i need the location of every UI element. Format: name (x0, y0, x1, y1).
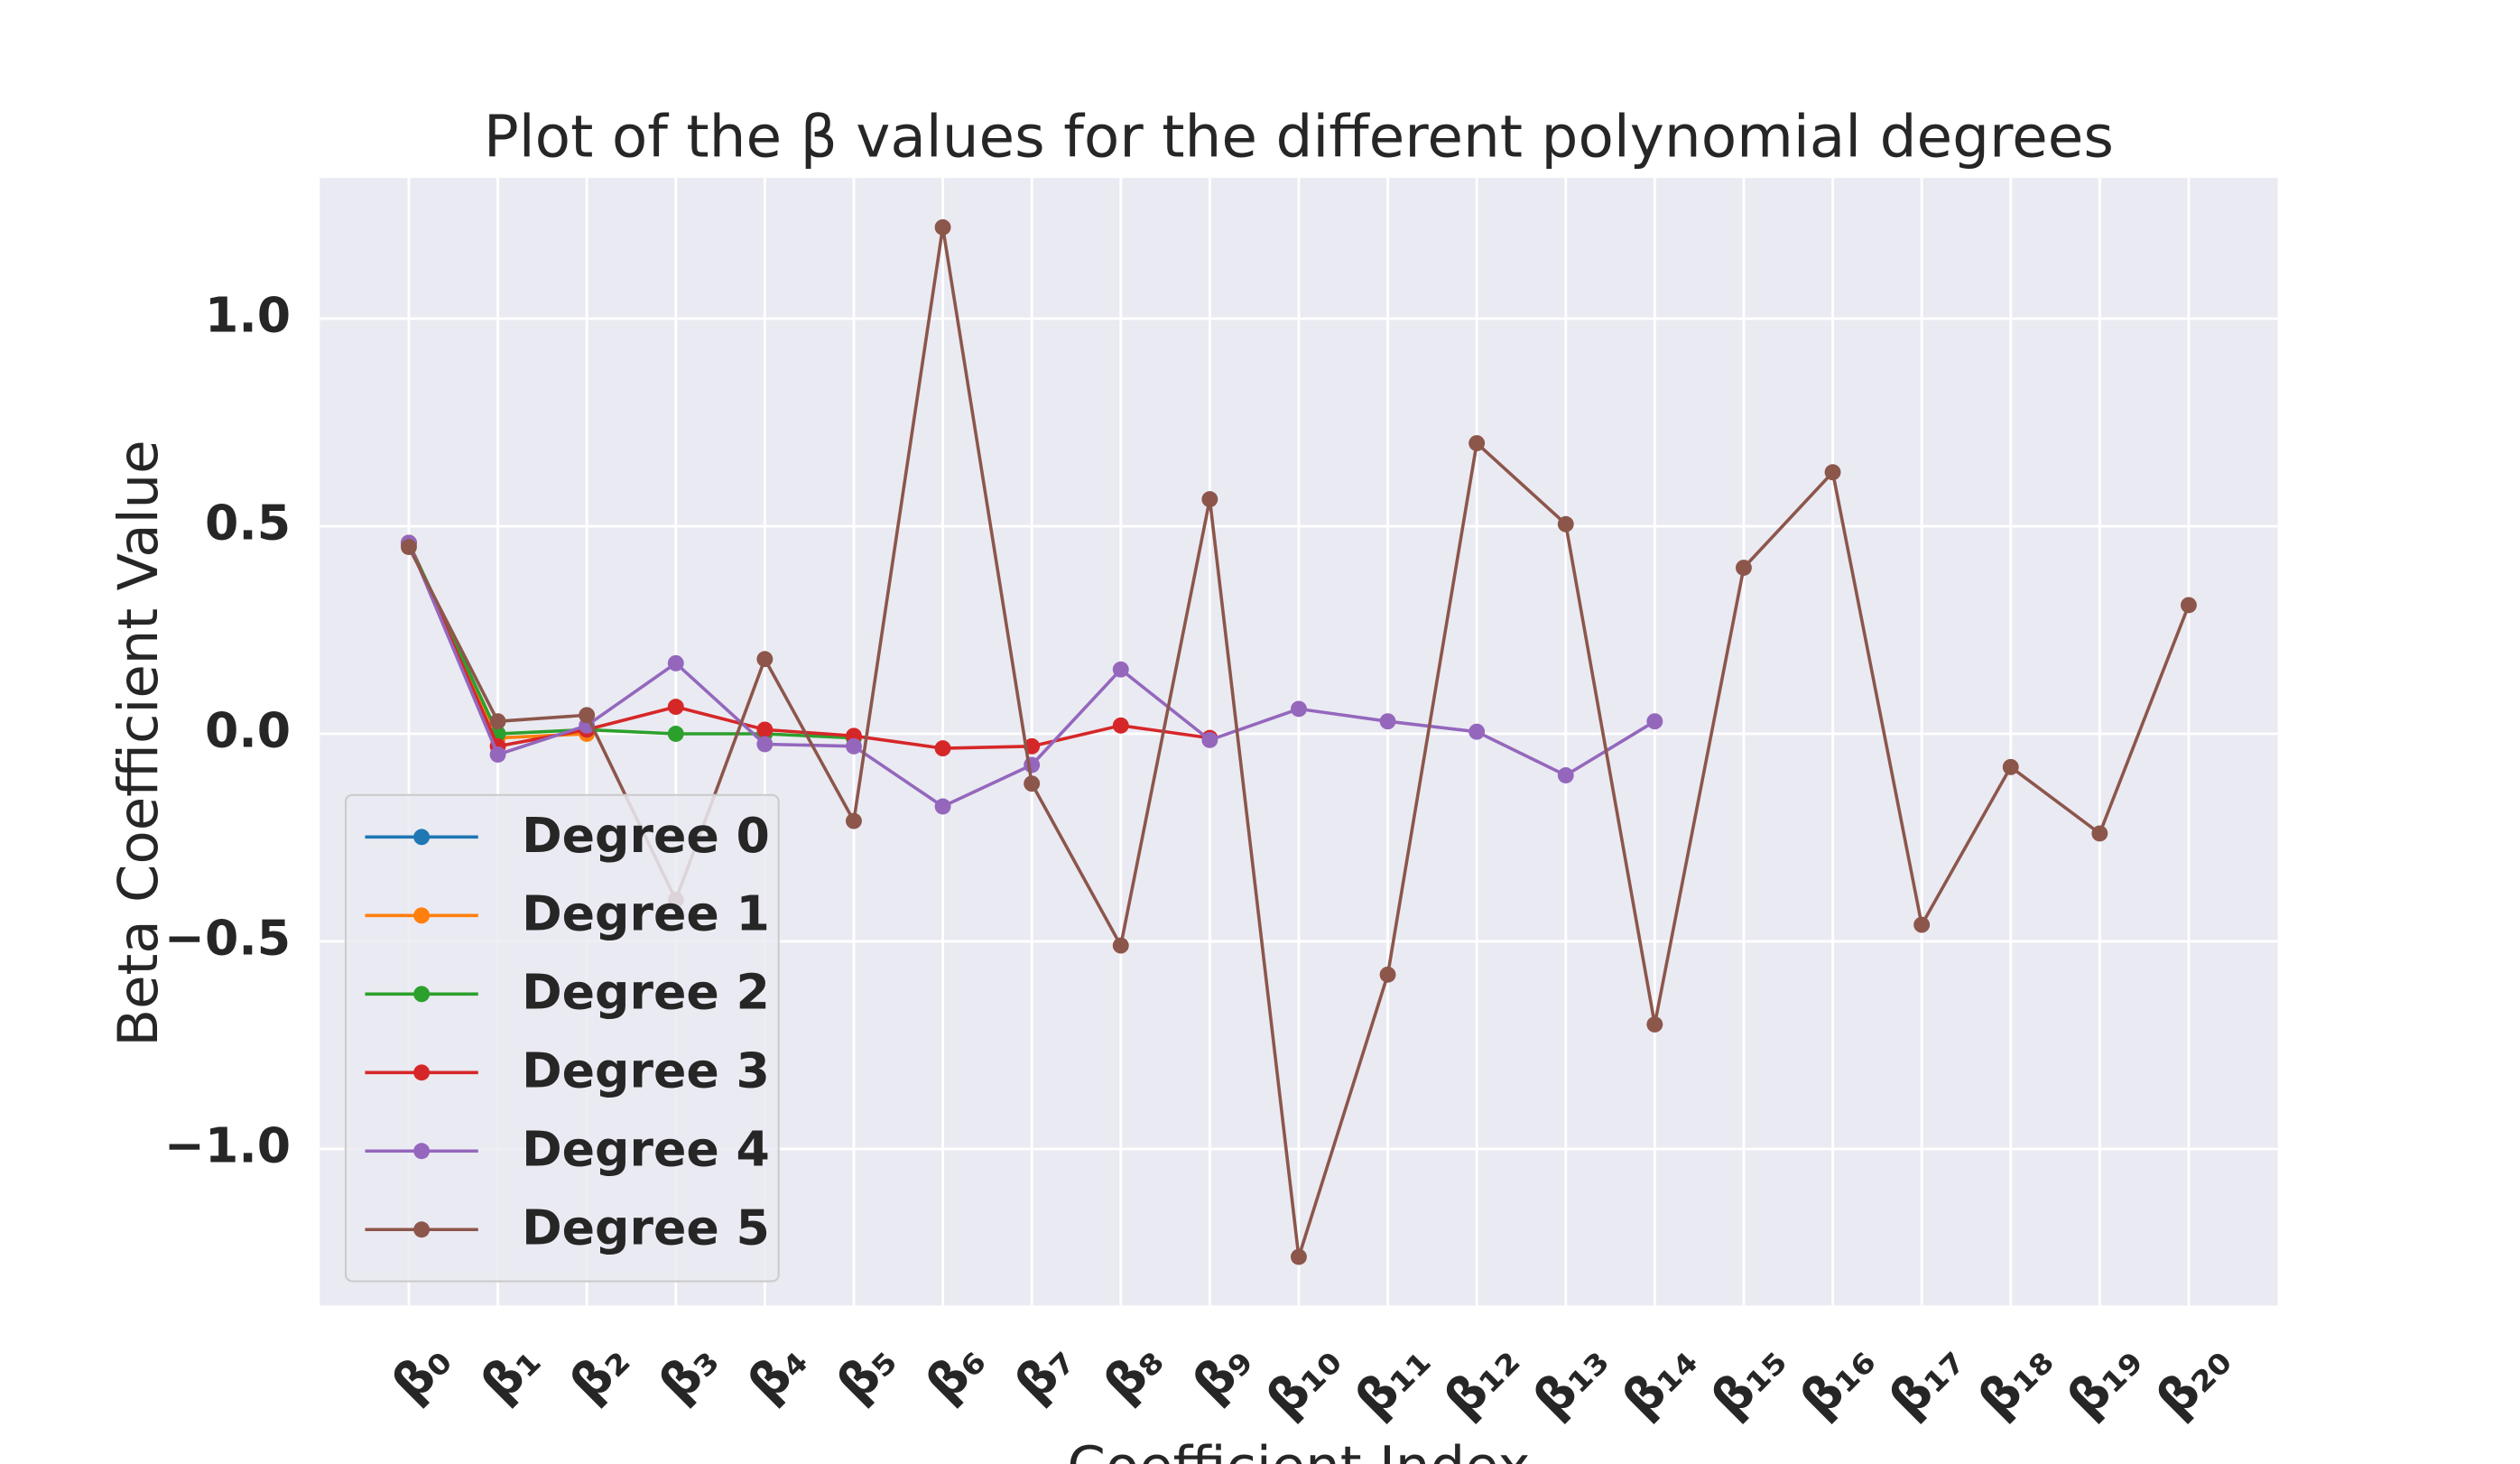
series-line (407, 542, 855, 740)
data-point (1557, 515, 1574, 533)
data-point (667, 699, 684, 716)
x-tick-label: β₅ (826, 1331, 908, 1413)
y-tick-label: 0.5 (205, 495, 291, 551)
data-point (1024, 775, 1041, 792)
series-layer (401, 218, 2197, 1265)
series-line (407, 542, 1210, 750)
data-point (1024, 756, 1041, 774)
legend-label: Degree 1 (522, 885, 770, 942)
y-tick-label: 0.0 (205, 702, 291, 759)
data-point (934, 218, 951, 236)
data-point (1112, 661, 1129, 678)
x-tick-label: β₉ (1182, 1331, 1265, 1413)
data-point (934, 798, 951, 815)
data-point (1735, 560, 1752, 576)
legend-label: Degree 2 (522, 964, 770, 1021)
legend-marker (413, 829, 431, 846)
x-tick-label: β₁₀ (1255, 1331, 1353, 1429)
x-tick-label: β₂₀ (2145, 1331, 2243, 1429)
data-point (579, 707, 596, 724)
legend-label: Degree 4 (522, 1121, 770, 1178)
data-point (667, 654, 684, 672)
data-point (1468, 723, 1486, 740)
legend-marker (413, 1143, 431, 1160)
data-point (934, 740, 951, 757)
legend-marker (413, 907, 431, 924)
legend-label: Degree 3 (522, 1042, 770, 1099)
x-tick-label: β₂ (560, 1331, 642, 1413)
data-point (2180, 597, 2197, 614)
x-tick-label: β₈ (1093, 1331, 1175, 1413)
x-tick-label: β₁₁ (1345, 1331, 1442, 1429)
x-tick-label: β₁₈ (1968, 1331, 2065, 1429)
x-tick-label: β₄ (737, 1331, 820, 1413)
data-point (2091, 825, 2108, 842)
data-point (1646, 713, 1663, 730)
x-axis-label: Coefficient Index (1067, 1436, 1530, 1464)
legend-marker (413, 986, 431, 1003)
x-tick-label: β₁₇ (1878, 1331, 1976, 1429)
x-tick-label: β₆ (915, 1331, 997, 1413)
x-tick-label: β₁₃ (1523, 1331, 1620, 1429)
data-point (489, 746, 506, 763)
x-tick-label: β₁₉ (2057, 1331, 2154, 1429)
data-point (1201, 731, 1218, 748)
y-tick-label: 1.0 (205, 287, 291, 344)
data-point (846, 737, 862, 755)
data-point (756, 736, 774, 753)
data-point (2002, 758, 2019, 775)
legend-label: Degree 0 (522, 807, 770, 864)
data-point (1379, 713, 1396, 730)
data-point (846, 812, 862, 829)
x-tick-label: β₁₆ (1790, 1331, 1887, 1429)
data-point (1201, 491, 1218, 508)
data-point (756, 651, 774, 668)
x-tick-label: β₁ (470, 1331, 552, 1413)
data-point (1646, 1016, 1663, 1033)
data-point (1379, 966, 1396, 983)
data-point (667, 726, 684, 742)
legend-marker (413, 1064, 431, 1081)
legend-label: Degree 5 (522, 1200, 770, 1256)
data-point (1468, 435, 1486, 451)
x-tick-label: β₁₅ (1700, 1331, 1798, 1429)
x-tick-label: β₃ (648, 1331, 730, 1413)
data-point (1112, 937, 1129, 954)
x-tick-label: β₁₄ (1612, 1331, 1709, 1429)
data-point (1112, 717, 1129, 734)
legend-marker (413, 1221, 431, 1238)
x-tick-label: β₁₂ (1433, 1331, 1531, 1429)
x-tick-label: β₇ (1005, 1331, 1087, 1413)
y-axis-label: Beta Coefficient Value (107, 440, 171, 1046)
y-tick-label: −0.5 (164, 910, 291, 967)
x-tick-label: β₀ (381, 1331, 463, 1413)
data-point (1557, 767, 1574, 783)
chart-title: Plot of the β values for the different p… (484, 104, 2114, 171)
data-point (1913, 916, 1931, 933)
data-point (489, 713, 506, 730)
data-point (1824, 464, 1841, 481)
data-point (756, 721, 774, 738)
data-point (1291, 1248, 1307, 1265)
data-point (401, 539, 417, 555)
data-point (1291, 700, 1307, 718)
y-tick-label: −1.0 (164, 1117, 291, 1174)
legend: Degree 0 Degree 1 Degree 2 Degree 3 Degree 4… (344, 793, 780, 1283)
